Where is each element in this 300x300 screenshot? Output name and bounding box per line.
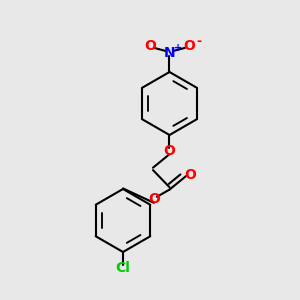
- Text: +: +: [174, 43, 182, 53]
- Text: O: O: [184, 168, 196, 182]
- Text: O: O: [148, 192, 160, 206]
- Text: -: -: [196, 35, 202, 48]
- Text: O: O: [144, 40, 156, 53]
- Text: O: O: [183, 40, 195, 53]
- Text: Cl: Cl: [116, 261, 130, 274]
- Text: O: O: [164, 144, 175, 158]
- Text: N: N: [164, 46, 175, 60]
